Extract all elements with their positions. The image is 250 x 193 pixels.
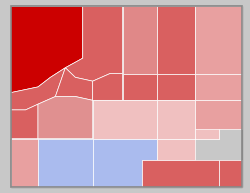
Polygon shape bbox=[220, 160, 242, 187]
Polygon shape bbox=[38, 96, 93, 139]
Polygon shape bbox=[11, 68, 65, 110]
Polygon shape bbox=[93, 74, 122, 100]
Polygon shape bbox=[11, 6, 83, 93]
Polygon shape bbox=[93, 100, 157, 139]
Polygon shape bbox=[194, 74, 242, 100]
Polygon shape bbox=[194, 6, 242, 74]
Polygon shape bbox=[157, 100, 194, 139]
Polygon shape bbox=[56, 68, 93, 100]
Polygon shape bbox=[38, 139, 93, 187]
Polygon shape bbox=[65, 6, 122, 81]
Polygon shape bbox=[122, 74, 157, 100]
Polygon shape bbox=[93, 139, 157, 187]
Polygon shape bbox=[11, 6, 242, 187]
Polygon shape bbox=[122, 6, 157, 74]
Polygon shape bbox=[157, 74, 194, 100]
Polygon shape bbox=[194, 100, 242, 139]
Polygon shape bbox=[142, 160, 220, 187]
Polygon shape bbox=[11, 139, 38, 187]
Polygon shape bbox=[11, 104, 38, 139]
Polygon shape bbox=[157, 6, 194, 74]
Polygon shape bbox=[157, 129, 220, 160]
